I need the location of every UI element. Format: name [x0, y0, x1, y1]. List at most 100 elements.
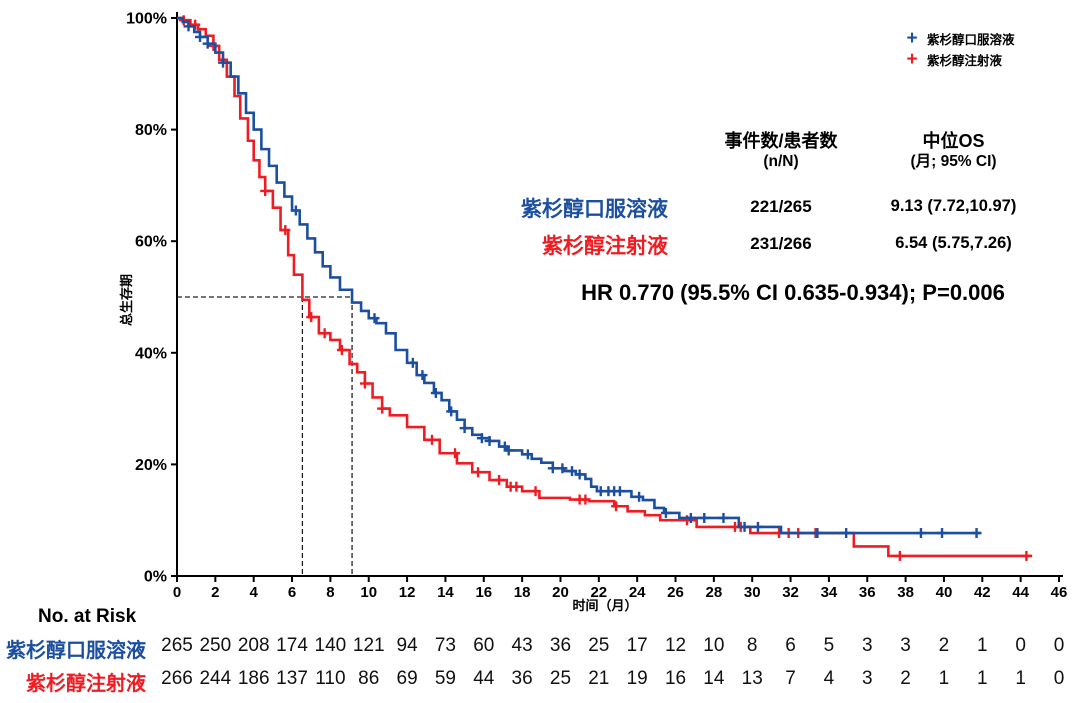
survival-curve-紫杉醇注射液 [177, 16, 1033, 558]
x-tick-label: 22 [590, 584, 607, 601]
x-tick-label: 2 [211, 584, 219, 601]
risk-value: 36 [549, 635, 572, 656]
risk-value: 8 [746, 635, 758, 656]
risk-value: 3 [861, 668, 873, 689]
risk-value: 2 [900, 668, 911, 689]
y-tick-label: 80% [135, 122, 167, 139]
risk-value: 43 [511, 635, 533, 656]
risk-value: 21 [588, 668, 610, 689]
risk-value: 12 [664, 635, 687, 656]
censor-plus-icon: + [906, 28, 918, 49]
risk-value: 7 [785, 668, 796, 689]
risk-value: 3 [900, 635, 911, 656]
y-tick-label: 0% [144, 569, 167, 586]
x-tick-label: 44 [1012, 584, 1029, 601]
stats-col1-header-line1: 事件数/患者数 [724, 131, 838, 151]
x-tick-label: 24 [629, 584, 646, 601]
x-tick-label: 0 [173, 584, 181, 601]
y-tick-label: 20% [135, 457, 167, 474]
x-tick-label: 4 [250, 584, 259, 601]
x-tick-label: 12 [399, 584, 416, 601]
x-tick-label: 28 [706, 584, 723, 601]
risk-row-label-injection: 紫杉醇注射液 [26, 673, 146, 695]
x-tick-label: 32 [782, 584, 799, 601]
risk-value: 250 [199, 635, 232, 656]
risk-value: 1 [1015, 668, 1026, 689]
stats-col1-header-line2: (n/N) [763, 153, 799, 170]
risk-value: 244 [199, 668, 232, 689]
x-tick-label: 46 [1051, 584, 1068, 601]
x-tick-label: 30 [744, 584, 761, 601]
risk-value: 60 [473, 635, 495, 656]
legend-label-oral: 紫杉醇口服溶液 [927, 33, 1015, 47]
x-tick-label: 16 [475, 584, 492, 601]
stats-col2-header: 中位OS (月; 95% CI) [851, 130, 1056, 172]
stats-row-label-injection: 紫杉醇注射液 [542, 235, 668, 258]
risk-value: 121 [352, 635, 385, 656]
x-axis-title: 时间（月） [572, 598, 638, 613]
risk-value: 140 [314, 635, 347, 656]
x-tick-label: 38 [897, 584, 914, 601]
survival-curve-紫杉醇口服溶液 [177, 16, 981, 535]
y-tick-label: 100% [126, 11, 167, 28]
x-tick-label: 18 [514, 584, 531, 601]
risk-value: 1 [938, 668, 950, 689]
stats-row-label-oral: 紫杉醇口服溶液 [521, 198, 668, 221]
risk-row-label-oral: 紫杉醇口服溶液 [6, 640, 146, 662]
risk-value: 36 [511, 668, 533, 689]
risk-value: 174 [276, 635, 308, 656]
legend: + 紫杉醇口服溶液 + 紫杉醇注射液 [903, 28, 1015, 70]
stats-median-oral: 9.13 (7.72,10.97) [890, 197, 1017, 215]
risk-value: 1 [977, 635, 988, 656]
x-tick-label: 10 [360, 584, 377, 601]
stats-col2-header-line2: (月; 95% CI) [910, 153, 997, 170]
x-tick-label: 8 [326, 584, 334, 601]
legend-label-injection: 紫杉醇注射液 [927, 54, 1003, 68]
hazard-ratio-annotation: HR 0.770 (95.5% CI 0.635-0.934); P=0.006 [581, 280, 1005, 305]
risk-row-values-oral: 265 250 208 174 140 121 94 73 60 43 36 25 17 12 10 8 6 5 3… [0, 635, 1080, 657]
risk-row-values-injection: 266 244 186 137 110 86 69 59 44 36 25 21 19 16 14 13 7 4 3… [0, 668, 1080, 690]
risk-value: 44 [473, 668, 495, 689]
legend-item-injection: + 紫杉醇注射液 [903, 49, 1015, 70]
y-axis-title: 总生存期 [95, 270, 155, 330]
risk-value: 110 [315, 668, 346, 689]
y-tick-label: 60% [135, 234, 167, 251]
y-axis-title-text: 总生存期 [118, 274, 134, 327]
stats-col1-header: 事件数/患者数 (n/N) [681, 130, 881, 172]
risk-value: 73 [434, 635, 456, 656]
risk-value: 2 [938, 635, 950, 656]
x-tick-label: 40 [936, 584, 953, 601]
risk-value: 25 [549, 668, 572, 689]
risk-value: 94 [396, 635, 418, 656]
stats-events-injection: 231/266 [750, 234, 812, 253]
risk-value: 19 [626, 668, 648, 689]
risk-value: 25 [588, 635, 610, 656]
risk-value: 3 [861, 635, 873, 656]
risk-value: 59 [434, 668, 456, 689]
risk-value: 266 [161, 668, 193, 689]
risk-table-title: No. at Risk [38, 606, 137, 627]
risk-value: 16 [664, 668, 687, 689]
risk-value: 14 [703, 668, 725, 689]
risk-value: 6 [785, 635, 796, 656]
risk-value: 13 [741, 668, 763, 689]
risk-value: 0 [1053, 635, 1065, 656]
x-tick-label: 20 [552, 584, 569, 601]
stats-col2-header-line1: 中位OS [922, 131, 985, 151]
risk-value: 5 [823, 635, 835, 656]
stats-events-oral: 221/265 [750, 197, 812, 216]
censor-plus-icon: + [906, 49, 918, 70]
risk-value: 4 [823, 668, 835, 689]
risk-value: 86 [358, 668, 380, 689]
risk-value: 69 [396, 668, 418, 689]
risk-value: 208 [237, 635, 270, 656]
x-tick-label: 6 [288, 584, 296, 601]
x-tick-label: 36 [859, 584, 876, 601]
y-tick-label: 40% [135, 345, 167, 362]
risk-value: 0 [1015, 635, 1026, 656]
risk-value: 10 [703, 635, 725, 656]
risk-value: 1 [977, 668, 988, 689]
risk-value: 265 [161, 635, 193, 656]
